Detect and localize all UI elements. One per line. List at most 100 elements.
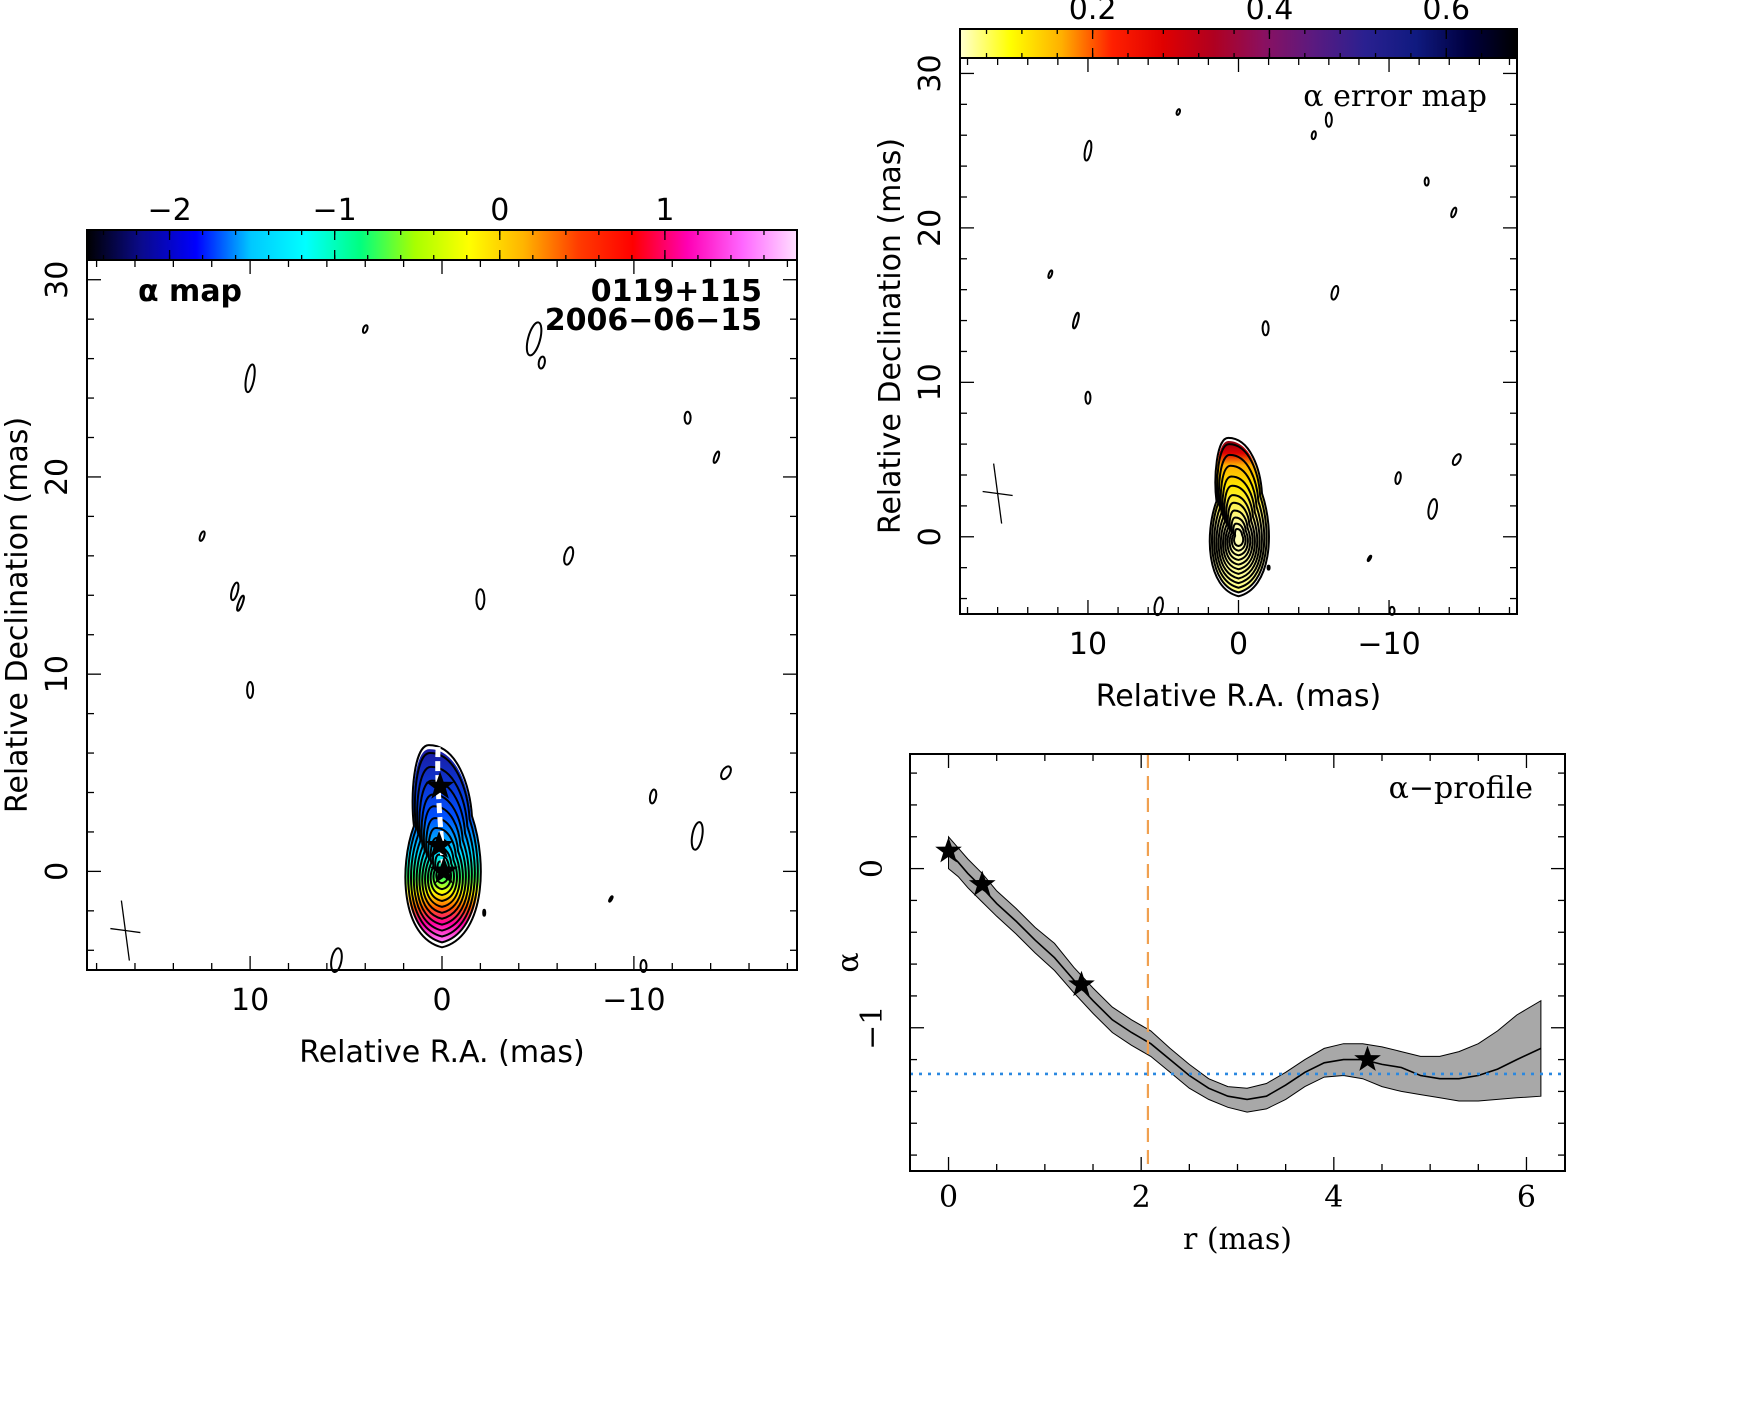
noise-contour: [639, 959, 648, 974]
colorbar-tick-label: 0.2: [1069, 0, 1117, 27]
noise-contour: [244, 363, 256, 394]
noise-contour: [1324, 111, 1333, 128]
noise-contour: [198, 530, 206, 542]
y-tick-label: 30: [913, 54, 948, 92]
noise-contour: [1427, 498, 1439, 520]
intensity-contour: [1210, 443, 1268, 594]
colorbar-tick-label: −1: [313, 193, 357, 228]
x-tick-label: 0: [1229, 627, 1248, 662]
y-tick-label: 10: [40, 655, 75, 693]
x-tick-label: −10: [602, 983, 665, 1018]
intensity-contour: [1228, 516, 1249, 557]
y-tick-label: −1: [855, 1006, 890, 1050]
map-title: α map: [138, 274, 242, 309]
noise-contour: [1330, 284, 1340, 301]
noise-contour: [683, 410, 692, 425]
noise-contour: [690, 821, 704, 851]
noise-contour: [563, 546, 575, 566]
alpha-profile-line: [947, 852, 1542, 1101]
colorbar-tick-label: 0.6: [1422, 0, 1470, 27]
y-axis-label: Relative Declination (mas): [873, 138, 908, 534]
noise-contour: [720, 765, 732, 781]
noise-contour: [246, 680, 255, 699]
noise-contour: [537, 355, 546, 370]
noise-contour: [1394, 471, 1402, 486]
intensity-contour: [1213, 453, 1266, 589]
noise-contour: [1083, 139, 1093, 162]
source-name: 0119+115: [591, 274, 762, 309]
y-tick-label: 10: [913, 363, 948, 401]
alpha-error-map-panel: 0.2 0.4 0.6 10 0 −10 0 10 20 30 Relative R.A. (mas…: [873, 0, 1518, 714]
colorbar: [87, 230, 797, 260]
colorbar-tick-label: 0: [490, 193, 509, 228]
noise-contour: [1084, 390, 1092, 405]
noise-contour: [1451, 453, 1462, 466]
y-tick-label: 0: [40, 862, 75, 881]
intensity-contour: [1224, 501, 1254, 566]
x-tick-label: 2: [1132, 1180, 1151, 1215]
x-tick-label: 4: [1324, 1180, 1343, 1215]
x-tick-label: 10: [231, 983, 269, 1018]
x-tick-label: 10: [1069, 627, 1107, 662]
x-tick-label: 6: [1517, 1180, 1536, 1215]
noise-contour: [1423, 176, 1430, 187]
y-tick-label: 0: [913, 527, 948, 546]
intensity-contour: [1215, 464, 1263, 585]
intensity-contour: [421, 817, 464, 914]
noise-contour: [1266, 564, 1271, 571]
noise-contour: [330, 947, 343, 973]
component-star: [935, 837, 962, 863]
noise-contour: [1310, 130, 1317, 141]
colorbar-tick-label: 0.4: [1246, 0, 1294, 27]
noise-contour: [1450, 206, 1458, 219]
intensity-contour: [415, 793, 470, 926]
component-star: [424, 830, 454, 858]
beam-minor-axis: [982, 490, 1013, 497]
intensity-contour: [1230, 522, 1247, 552]
component-star: [425, 771, 455, 799]
intensity-contour: [407, 752, 479, 944]
component-star: [429, 856, 459, 884]
y-tick-label: 30: [40, 261, 75, 299]
noise-contour: [1175, 108, 1182, 116]
intensity-contour: [1208, 436, 1270, 598]
beam-minor-axis: [110, 927, 141, 934]
intensity-contour: [412, 779, 473, 932]
alpha-error-band: [948, 835, 1542, 1113]
y-tick-label: 20: [40, 458, 75, 496]
epoch-date: 2006−06−15: [545, 303, 762, 338]
noise-contour: [712, 450, 721, 464]
intensity-contour: [1217, 475, 1261, 580]
intensity-contour: [1222, 494, 1256, 571]
intensity-contour: [1219, 484, 1259, 575]
x-axis-label: Relative R.A. (mas): [1096, 679, 1382, 714]
y-tick-label: 20: [913, 209, 948, 247]
noise-contour: [1261, 320, 1270, 337]
x-axis-label: Relative R.A. (mas): [299, 1035, 585, 1070]
intensity-contour: [1226, 509, 1252, 561]
intensity-contour: [424, 826, 461, 908]
alpha-profile-panel: 0 2 4 6 0 −1 r (mas) α α−profile: [831, 753, 1566, 1257]
intensity-contour: [404, 744, 482, 949]
intensity-contour: [426, 836, 458, 902]
colorbar-tick-label: −2: [147, 193, 191, 228]
error-map-title: α error map: [1303, 79, 1487, 114]
x-tick-label: −10: [1357, 627, 1420, 662]
noise-contour: [1072, 311, 1080, 330]
noise-contour: [648, 788, 658, 805]
y-axis-label: Relative Declination (mas): [0, 417, 35, 813]
noise-contour: [236, 594, 245, 612]
noise-contour: [1153, 596, 1164, 617]
x-axis-label: r (mas): [1183, 1222, 1292, 1257]
x-tick-label: 0: [939, 1180, 958, 1215]
component-star: [968, 870, 996, 896]
colorbar: [960, 29, 1517, 58]
noise-contour: [1366, 554, 1373, 563]
noise-contour: [608, 895, 614, 903]
component-star: [1354, 1045, 1381, 1071]
noise-contour: [475, 588, 486, 611]
noise-contour: [361, 324, 369, 334]
profile-title: α−profile: [1389, 771, 1533, 806]
